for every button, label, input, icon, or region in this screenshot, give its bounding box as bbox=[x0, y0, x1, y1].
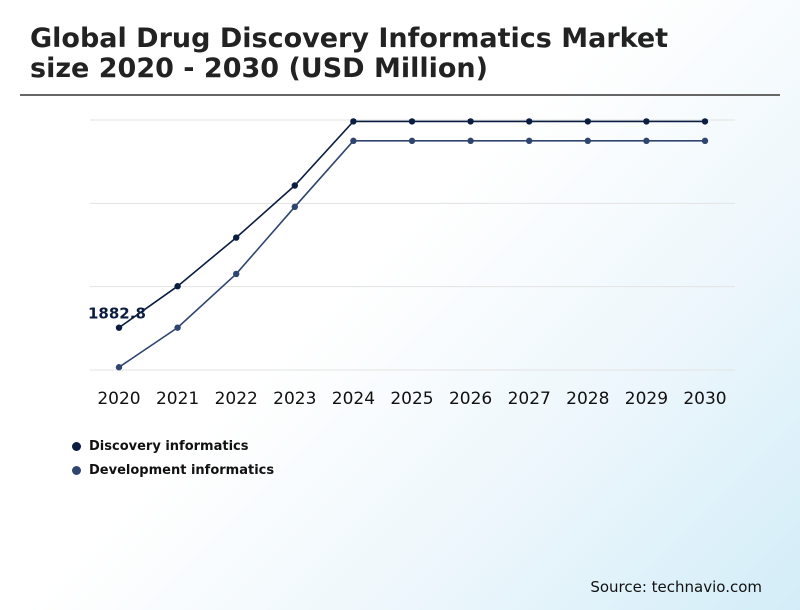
source-credit: Source: technavio.com bbox=[590, 578, 762, 596]
data-point bbox=[467, 118, 474, 125]
chart-title-line-2: size 2020 - 2030 (USD Million) bbox=[30, 53, 488, 84]
chart-title-line-1: Global Drug Discovery Informatics Market bbox=[30, 23, 669, 54]
data-point bbox=[115, 364, 123, 371]
data-point bbox=[233, 270, 240, 278]
legend-marker bbox=[72, 465, 81, 475]
data-point bbox=[584, 118, 591, 125]
x-tick-label: 2028 bbox=[566, 389, 609, 409]
x-tick-label: 2020 bbox=[97, 389, 140, 409]
data-point bbox=[526, 118, 533, 125]
series-line-0 bbox=[118, 120, 705, 329]
x-tick-label: 2026 bbox=[449, 389, 492, 409]
legend-marker bbox=[72, 441, 81, 451]
line-chart: 1882.8 2020 2021 2022 2023 2024 2025 2026 2027 2… bbox=[88, 118, 735, 409]
x-axis-ticks: 2020 2021 2022 2023 2024 2025 2026 2027 2028 2029… bbox=[97, 389, 726, 409]
data-point bbox=[643, 137, 650, 145]
title-divider bbox=[20, 94, 780, 96]
data-point bbox=[701, 137, 709, 145]
data-labels: 1882.8 bbox=[88, 305, 146, 323]
data-point bbox=[408, 118, 416, 125]
data-points bbox=[115, 118, 709, 371]
data-point bbox=[701, 118, 709, 125]
series-lines bbox=[118, 120, 705, 368]
data-point bbox=[643, 118, 650, 125]
x-tick-label: 2024 bbox=[332, 389, 375, 409]
chart-title: Global Drug Discovery Informatics Market… bbox=[30, 24, 770, 84]
legend-label: Discovery informatics bbox=[89, 438, 249, 454]
data-point bbox=[467, 137, 474, 145]
data-point bbox=[291, 203, 298, 211]
data-point bbox=[526, 137, 533, 145]
legend-item: Development informatics bbox=[72, 458, 274, 482]
data-point bbox=[233, 234, 240, 241]
x-tick-label: 2023 bbox=[273, 389, 316, 409]
data-point bbox=[115, 324, 123, 331]
data-point bbox=[408, 137, 416, 145]
data-point bbox=[350, 118, 357, 125]
data-point bbox=[291, 182, 298, 189]
data-point bbox=[174, 324, 181, 331]
data-point bbox=[350, 137, 357, 145]
legend-label: Development informatics bbox=[89, 462, 275, 478]
data-label: 1882.8 bbox=[88, 305, 146, 323]
data-point bbox=[174, 283, 181, 290]
x-tick-label: 2025 bbox=[390, 389, 433, 409]
x-tick-label: 2022 bbox=[215, 389, 258, 409]
x-tick-label: 2029 bbox=[625, 389, 668, 409]
series-line-1 bbox=[118, 140, 705, 368]
x-tick-label: 2027 bbox=[508, 389, 551, 409]
legend: Discovery informatics Development informa… bbox=[72, 434, 274, 482]
data-point bbox=[584, 137, 591, 145]
gridlines bbox=[90, 119, 735, 371]
x-tick-label: 2021 bbox=[156, 389, 199, 409]
legend-item: Discovery informatics bbox=[72, 434, 274, 458]
x-tick-label: 2030 bbox=[683, 389, 726, 409]
